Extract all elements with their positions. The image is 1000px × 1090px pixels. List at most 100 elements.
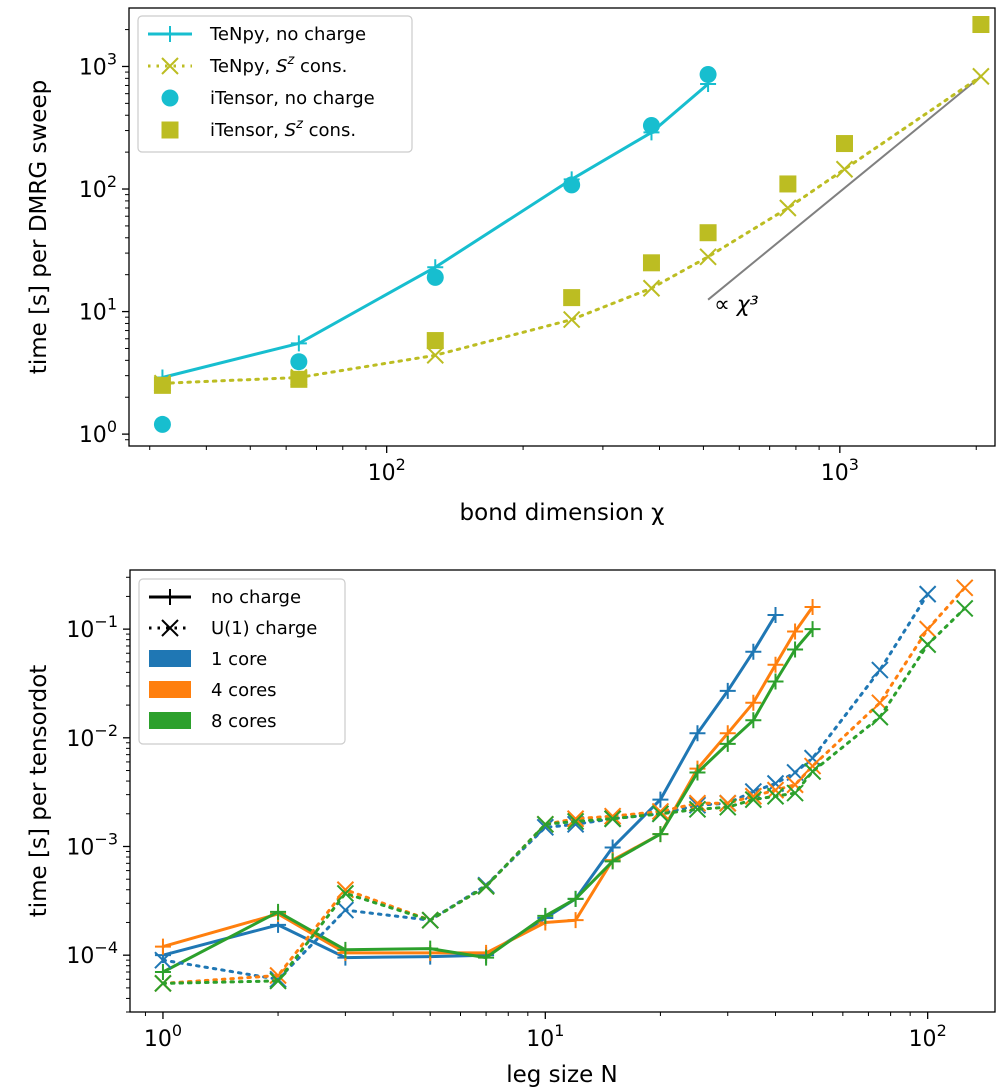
- data-point: [689, 725, 706, 742]
- y-axis-label: time [s] per DMRG sweep: [26, 80, 52, 374]
- data-point: [478, 949, 495, 966]
- y-tick-label: 10−2: [66, 721, 118, 752]
- dmrg-sweep-chart: ∝ χ³ 102 103 100 101 102 103 TeNpy, no charge…: [26, 7, 996, 526]
- series-8-cores-no-charge: [154, 621, 821, 981]
- legend-marker: [161, 619, 179, 637]
- y-tick-label: 103: [79, 49, 117, 80]
- legend-label: iTensor, Sz cons.: [210, 117, 356, 141]
- legend-entry-no-charge: no charge: [149, 587, 301, 608]
- data-point: [744, 787, 763, 805]
- plot-area: [154, 579, 974, 993]
- data-point: [337, 941, 354, 958]
- data-point: [972, 16, 990, 34]
- data-point: [803, 757, 822, 775]
- series-itensor-s-cons: [153, 16, 990, 394]
- data-point: [426, 332, 444, 350]
- y-tick-label: 102: [79, 172, 117, 203]
- data-point: [719, 682, 736, 699]
- data-point: [804, 621, 821, 638]
- data-point: [835, 160, 854, 178]
- data-point: [699, 248, 717, 266]
- slope-annotation: ∝ χ³: [714, 293, 759, 318]
- legend-marker: [161, 121, 179, 139]
- data-point: [786, 776, 804, 794]
- data-point: [803, 762, 822, 781]
- data-point: [699, 224, 717, 242]
- legend-entry-tenpy-s-cons: TeNpy, Sz cons.: [148, 53, 347, 77]
- data-point: [918, 620, 937, 638]
- legend-box: [137, 15, 413, 153]
- data-point: [835, 135, 853, 153]
- legend-entry-4-cores: 4 cores: [149, 680, 277, 701]
- legend-swatch: [149, 650, 191, 667]
- data-point: [779, 199, 797, 217]
- data-point: [290, 370, 308, 388]
- data-point: [536, 815, 555, 834]
- data-point: [290, 353, 308, 371]
- minor-ticks: [125, 29, 977, 450]
- data-point: [787, 641, 804, 658]
- legend-marker: [161, 57, 179, 75]
- data-point: [154, 951, 172, 969]
- minor-ticks: [126, 576, 911, 1016]
- legend-label: iTensor, no charge: [210, 88, 375, 109]
- data-point: [688, 800, 707, 818]
- data-point: [567, 912, 584, 929]
- legend: TeNpy, no charge TeNpy, Sz cons. iTensor, …: [137, 15, 413, 153]
- series-itensor-no-charge: [153, 65, 717, 433]
- data-point: [786, 763, 804, 782]
- data-point: [422, 940, 439, 957]
- data-point: [290, 335, 307, 352]
- data-point: [767, 656, 784, 673]
- data-point: [426, 346, 444, 364]
- legend-swatch: [149, 681, 191, 698]
- legend-label: U(1) charge: [211, 618, 317, 639]
- x-tick-label: 102: [909, 1021, 947, 1052]
- data-point: [642, 279, 661, 297]
- legend-box: [138, 578, 346, 745]
- data-point: [918, 585, 937, 603]
- data-point: [603, 810, 622, 828]
- legend-label: no charge: [211, 587, 301, 608]
- data-point: [745, 643, 762, 660]
- data-point: [786, 784, 804, 802]
- data-point: [154, 974, 172, 993]
- y-axis-label: time [s] per tensordot: [26, 665, 52, 918]
- legend-label: 4 cores: [211, 680, 277, 701]
- data-point: [744, 790, 763, 809]
- data-point: [270, 903, 287, 920]
- data-point: [972, 67, 990, 86]
- data-point: [918, 635, 937, 654]
- data-point: [719, 735, 736, 752]
- series-8-cores-u-1-charge: [154, 599, 974, 993]
- series-line: [160, 82, 710, 379]
- data-point: [651, 805, 670, 823]
- data-point: [871, 661, 889, 679]
- data-point: [604, 853, 621, 870]
- data-point: [803, 749, 822, 767]
- data-point: [269, 970, 287, 988]
- data-point: [651, 802, 670, 821]
- data-point: [779, 175, 797, 193]
- data-point: [719, 794, 737, 812]
- data-point: [767, 606, 784, 623]
- data-point: [804, 598, 821, 615]
- data-point: [154, 964, 171, 981]
- data-point: [426, 268, 444, 286]
- data-point: [871, 708, 889, 726]
- legend-label: TeNpy, no charge: [209, 24, 366, 45]
- legend-label: 8 cores: [211, 711, 277, 732]
- data-point: [477, 877, 495, 896]
- data-point: [603, 807, 622, 825]
- y-tick-label: 101: [79, 295, 117, 326]
- legend-swatch: [149, 712, 191, 729]
- data-point: [642, 116, 660, 134]
- ticks: 100 101 102 10−4 10−3 10−2 10−1: [66, 576, 947, 1052]
- data-point: [956, 579, 974, 597]
- data-point: [652, 791, 669, 808]
- data-point: [336, 901, 355, 919]
- data-point: [563, 289, 581, 307]
- x-tick-label: 102: [368, 455, 406, 486]
- data-point: [787, 623, 804, 640]
